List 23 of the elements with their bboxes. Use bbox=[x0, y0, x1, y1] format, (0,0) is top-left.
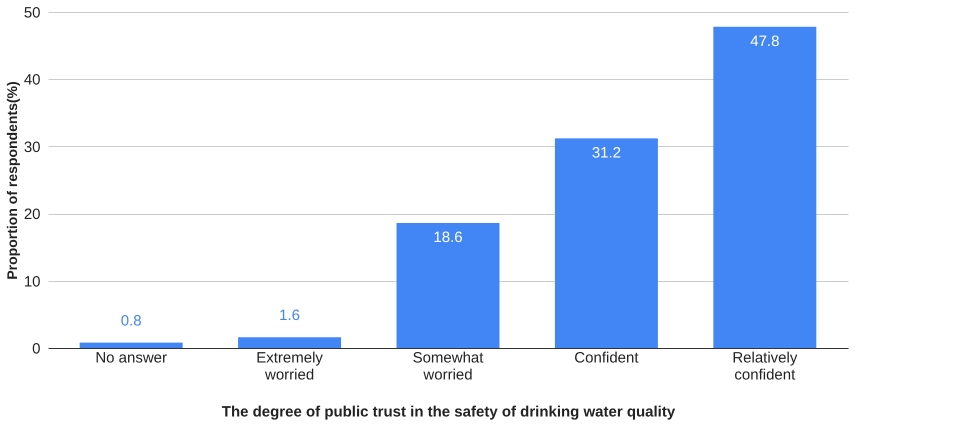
data-label: 0.8 bbox=[120, 312, 142, 330]
bar bbox=[80, 342, 183, 348]
data-label: 31.2 bbox=[592, 144, 622, 162]
y-tick-label: 40 bbox=[24, 72, 40, 89]
bar bbox=[713, 26, 816, 348]
y-tick-label: 0 bbox=[32, 340, 40, 358]
y-tick-label: 50 bbox=[24, 4, 40, 22]
data-label: 47.8 bbox=[750, 32, 780, 50]
x-axis-title: The degree of public trust in the safety of drinking water quality bbox=[222, 404, 676, 420]
y-tick-label: 20 bbox=[24, 206, 40, 224]
y-axis-title: Proportion of respondents(%) bbox=[4, 81, 20, 280]
x-tick-label: Relatively confident bbox=[732, 350, 798, 384]
data-label: 1.6 bbox=[279, 307, 300, 324]
y-tick-label: 30 bbox=[24, 138, 40, 156]
x-tick-label: No answer bbox=[95, 350, 168, 366]
x-tick-label: Confident bbox=[574, 350, 640, 366]
bar bbox=[238, 337, 342, 348]
x-tick-label: Somewhat worried bbox=[412, 350, 484, 384]
data-label: 18.6 bbox=[433, 229, 463, 246]
x-tick-label: Extremely worried bbox=[256, 350, 324, 384]
bar bbox=[554, 138, 658, 348]
bar bbox=[396, 223, 500, 348]
y-tick-label: 10 bbox=[24, 273, 40, 290]
